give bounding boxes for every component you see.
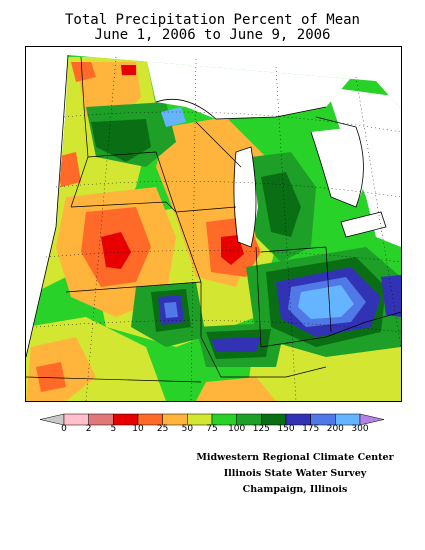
lake-erie xyxy=(341,212,386,237)
legend-arrow-high xyxy=(359,413,385,426)
legend-tick-label: 2 xyxy=(85,424,92,434)
legend-tick-label: 175 xyxy=(302,424,320,434)
shorelines xyxy=(155,98,387,248)
region-300-ohio xyxy=(298,285,354,319)
region-25-west-edge xyxy=(56,152,81,187)
region-200-missouri xyxy=(164,302,178,318)
legend-tick-label: 50 xyxy=(181,424,194,434)
region-150-michigan xyxy=(261,172,301,237)
region-25-southwest xyxy=(36,362,66,392)
legend-tick-label: 0 xyxy=(61,424,67,434)
credit-survey: Illinois State Water Survey xyxy=(223,468,367,479)
map-subtitle-dates: June 1, 2006 to June 9, 2006 xyxy=(94,27,331,43)
map-title: Total Precipitation Percent of Mean xyxy=(64,12,360,28)
lake-michigan xyxy=(234,147,258,247)
state-boundaries xyxy=(26,56,401,383)
region-175-kentucky xyxy=(211,337,261,352)
color-legend xyxy=(39,413,385,426)
legend-tick-label: 25 xyxy=(156,424,169,434)
region-175-east-edge xyxy=(381,275,401,317)
legend-tick-label: 75 xyxy=(206,424,218,434)
projection-boundary xyxy=(26,54,69,358)
graticule xyxy=(35,56,401,401)
region-300-lake-superior xyxy=(161,107,186,127)
region-150-minnesota xyxy=(91,119,151,162)
legend-tick-label: 300 xyxy=(351,424,369,434)
legend-tick-label: 10 xyxy=(132,424,144,434)
legend-tick-label: 150 xyxy=(277,424,295,434)
region-50-south xyxy=(196,377,276,401)
region-10-iowa xyxy=(101,232,131,269)
region-10-north xyxy=(121,65,136,75)
legend-tick-label: 5 xyxy=(110,424,117,434)
region-25-north-corner xyxy=(71,62,96,82)
credit-location: Champaign, Illinois xyxy=(242,484,348,495)
legend-tick-label: 100 xyxy=(228,424,246,434)
legend-tick-label: 125 xyxy=(252,424,270,434)
legend-tick-label: 200 xyxy=(326,424,344,434)
precipitation-map xyxy=(25,46,402,402)
credit-center: Midwestern Regional Climate Center xyxy=(196,452,394,463)
